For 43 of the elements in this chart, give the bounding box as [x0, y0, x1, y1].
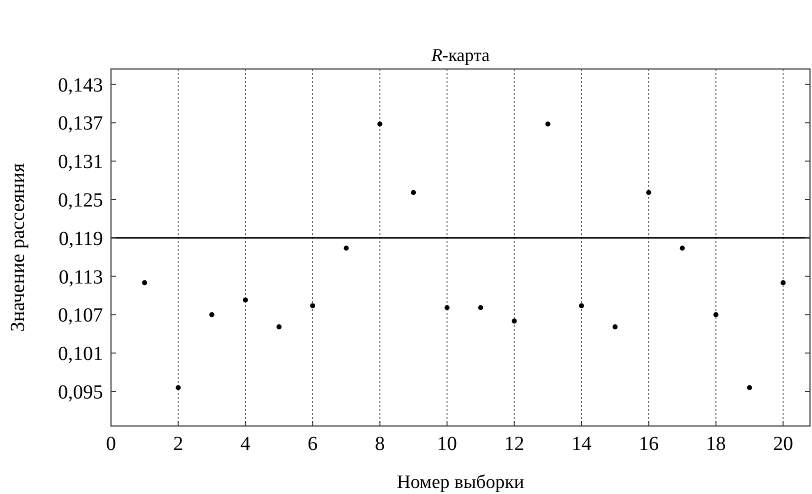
point: [512, 318, 517, 324]
chart-title: R-карта: [430, 45, 490, 65]
x-tick-label: 2: [173, 433, 184, 455]
point: [444, 305, 450, 310]
y-tick-label: 0,119: [58, 228, 103, 250]
x-tick-label: 10: [437, 433, 458, 455]
x-axis-title: Номер выборки: [396, 472, 524, 493]
y-tick-label: 0,095: [58, 381, 103, 404]
x-tick-label: 0: [106, 433, 116, 455]
point: [310, 303, 316, 308]
y-tick-label: 0,107: [58, 304, 103, 327]
point: [478, 305, 484, 310]
x-tick-label: 18: [706, 433, 726, 455]
point: [746, 385, 752, 390]
point: [410, 190, 416, 195]
point: [377, 122, 382, 127]
x-tick-label: 16: [638, 433, 659, 455]
point: [646, 190, 652, 195]
x-tick-label: 12: [504, 433, 524, 455]
point: [780, 280, 786, 286]
y-tick-label: 0,125: [58, 190, 103, 212]
point: [545, 122, 550, 127]
x-tick-label: 6: [308, 433, 318, 455]
point: [276, 324, 282, 330]
y-tick-label: 0,143: [58, 74, 103, 96]
point: [578, 303, 584, 308]
y-tick-label: 0,131: [58, 151, 103, 174]
point: [612, 324, 618, 330]
point: [713, 312, 718, 318]
y-axis-title: Значение рассеяния: [7, 163, 29, 332]
point: [680, 246, 685, 251]
x-tick-label: 4: [240, 433, 250, 455]
x-tick-label: 20: [773, 433, 794, 455]
point: [242, 297, 248, 302]
point: [209, 312, 214, 318]
y-tick-label: 0,101: [58, 343, 103, 366]
point: [142, 280, 148, 286]
point: [344, 246, 349, 251]
y-tick-label: 0,113: [58, 266, 103, 288]
point: [176, 385, 181, 390]
x-tick-label: 8: [374, 433, 385, 455]
y-tick-label: 0,137: [58, 112, 103, 135]
x-tick-label: 14: [571, 433, 592, 455]
